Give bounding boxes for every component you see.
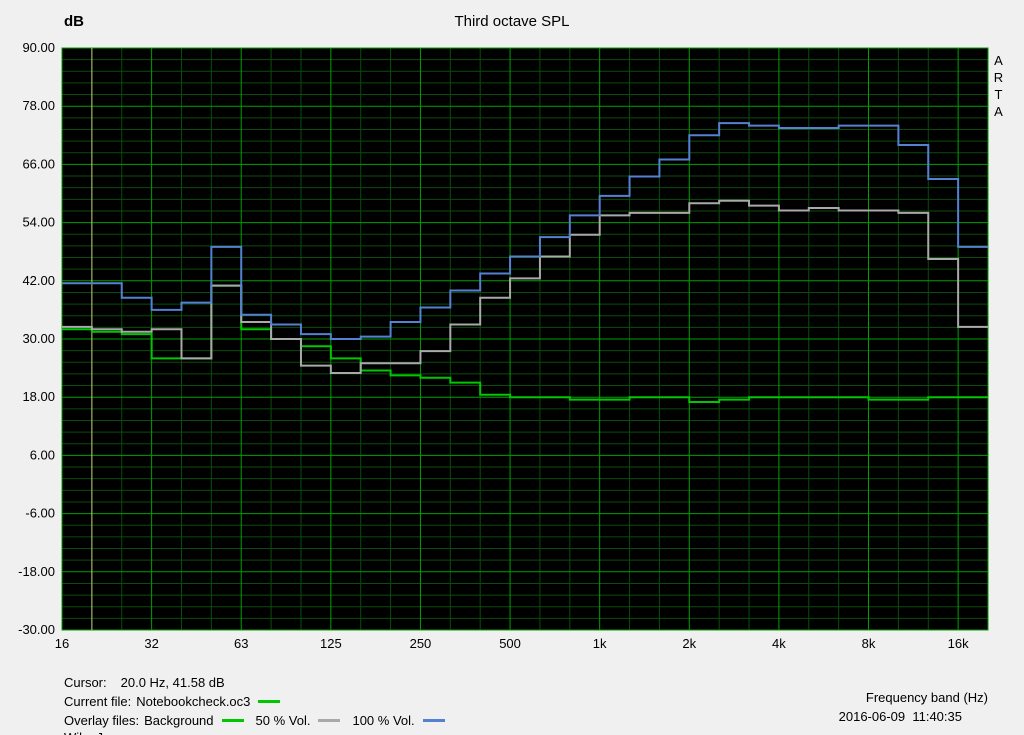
- arta-watermark: ARTA: [993, 53, 1004, 119]
- x-tick-label: 16k: [948, 636, 969, 651]
- y-tick-label: 18.00: [22, 389, 55, 404]
- cursor-label: Cursor:: [64, 675, 107, 690]
- cursor-value: 20.0 Hz, 41.58 dB: [120, 675, 225, 690]
- status-row-current-file: Current file: Notebookcheck.oc3 2016-06-0…: [0, 679, 1024, 724]
- overlay-background-swatch: [221, 719, 244, 723]
- y-tick-label: 90.00: [22, 40, 55, 55]
- current-file-name: Notebookcheck.oc3: [136, 694, 251, 709]
- x-tick-label: 2k: [682, 636, 696, 651]
- x-tick-label: 250: [410, 636, 432, 651]
- y-tick-label: -30.00: [18, 622, 55, 637]
- device-name: Wiko Jerry: [64, 730, 125, 735]
- overlay-50vol-swatch: [318, 719, 341, 723]
- y-tick-label: -18.00: [18, 564, 55, 579]
- plot-border: [61, 47, 989, 631]
- chart-title: Third octave SPL: [454, 13, 570, 30]
- status-row-cursor: Cursor: 20.0 Hz, 41.58 dB Frequency band …: [0, 660, 1024, 705]
- y-tick-label: 66.00: [22, 156, 55, 171]
- overlay-100vol-swatch: [422, 719, 445, 723]
- overlay-100vol-label: 100 % Vol.: [352, 713, 415, 728]
- status-row-overlays: Overlay files: Background 50 % Vol. 100 % V…: [0, 698, 1024, 728]
- y-tick-label: 6.00: [30, 447, 55, 462]
- x-tick-label: 16: [55, 636, 69, 651]
- y-axis-unit-label: dB: [64, 13, 84, 30]
- x-tick-label: 1k: [593, 636, 607, 651]
- overlay-background-label: Background: [144, 713, 214, 728]
- status-row-device: Wiko Jerry: [0, 715, 1024, 735]
- overlay-files-label: Overlay files:: [64, 713, 140, 728]
- x-axis-caption: Frequency band (Hz): [865, 690, 988, 705]
- x-tick-label: 500: [499, 636, 521, 651]
- trace-1: [62, 199, 988, 374]
- overlay-50vol-label: 50 % Vol.: [255, 713, 311, 728]
- spl-chart-plot[interactable]: 90.00 78.00 66.00 54.00 42.00 30.00 18.00 6.00 -…: [0, 0, 1024, 660]
- trace-2: [62, 122, 988, 340]
- x-tick-label: 4k: [772, 636, 786, 651]
- y-tick-label: -6.00: [25, 506, 55, 521]
- x-tick-label: 63: [234, 636, 248, 651]
- x-tick-label: 8k: [862, 636, 876, 651]
- y-tick-label: 30.00: [22, 331, 55, 346]
- current-file-swatch: [258, 700, 281, 704]
- y-tick-label: 78.00: [22, 98, 55, 113]
- y-tick-label: 42.00: [22, 273, 55, 288]
- current-file-label: Current file:: [64, 694, 132, 709]
- y-tick-label: 54.00: [22, 215, 55, 230]
- measurement-datetime: 2016-06-09 11:40:35: [838, 709, 962, 724]
- x-tick-label: 32: [144, 636, 158, 651]
- x-tick-label: 125: [320, 636, 342, 651]
